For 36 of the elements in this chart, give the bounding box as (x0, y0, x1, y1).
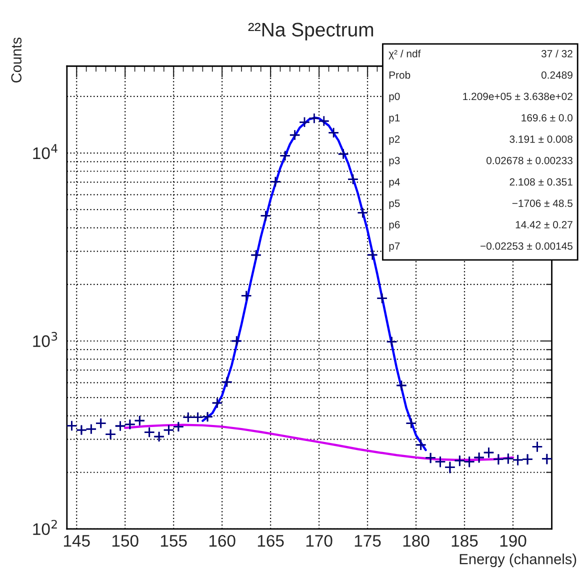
annotation: 2.108 ± 0.351 (510, 178, 572, 186)
annotation: p0 (389, 92, 400, 102)
y-axis-title: Counts (11, 38, 22, 83)
chart-title: ²²Na Spectrum (248, 22, 374, 40)
annotation: Prob (389, 71, 410, 79)
annotation: 1.209e+05 ± 3.638e+02 (463, 92, 572, 100)
annotation: p3 (389, 156, 400, 166)
annotation: 0.2489 (541, 71, 572, 79)
x-tick-label: 180 (403, 534, 430, 547)
x-tick-label: 145 (64, 535, 90, 547)
annotation: −1706 ± 48.5 (512, 200, 572, 207)
text: χ² / ndf (388, 50, 421, 60)
x-tick-label: 160 (209, 534, 236, 547)
y-tick-label: 10$^{3}$ (33, 332, 58, 348)
annotation: p4 (389, 178, 400, 188)
x-tick-label: 165 (258, 534, 284, 547)
annotation: 14.42 ± 0.27 (516, 220, 572, 228)
annotation: p1 (389, 114, 400, 124)
annotation: −0.02253 ± 0.00145 (480, 242, 572, 250)
x-tick-label: 185 (452, 534, 478, 547)
y-tick-label: 10$^{4}$ (33, 144, 58, 160)
annotation: 3.191 ± 0.008 (510, 135, 572, 143)
x-tick-label: 175 (354, 535, 381, 547)
x-axis-title: Energy (channels) (460, 554, 576, 568)
annotation: 169.6 ± 0.0 (522, 114, 573, 122)
x-tick-label: 190 (500, 534, 526, 547)
annotation: p5 (389, 200, 400, 210)
annotation: p6 (389, 220, 400, 230)
y-tick-label: 10$^{2}$ (33, 520, 57, 536)
x-tick-label: 155 (160, 535, 187, 547)
annotation: p2 (389, 135, 400, 145)
annotation: p7 (389, 242, 400, 252)
x-tick-label: 150 (112, 534, 138, 547)
text: 37 / 32 (541, 50, 572, 58)
annotation: 0.02678 ± 0.00233 (486, 156, 572, 164)
x-tick-label: 170 (306, 534, 332, 547)
